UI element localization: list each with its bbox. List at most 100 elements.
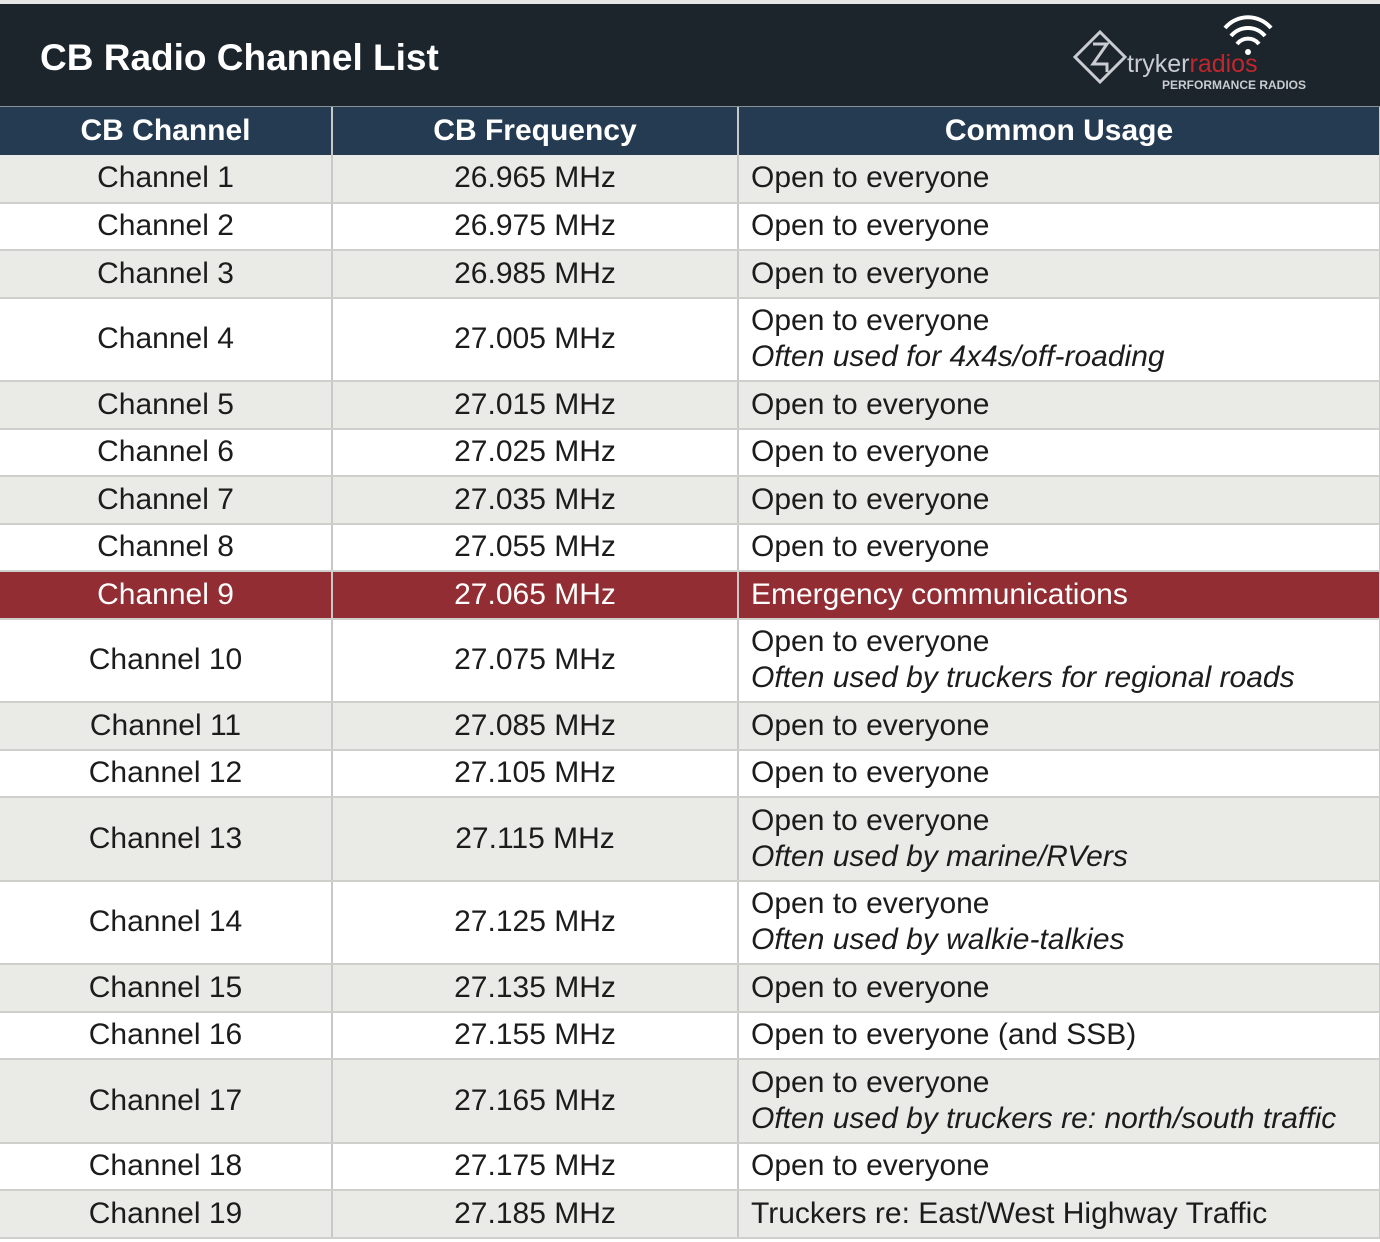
channel-cell: Channel 19 xyxy=(0,1190,333,1239)
usage-note: Often used by walkie-talkies xyxy=(751,923,1125,957)
frequency-cell: 27.005 MHz xyxy=(332,297,739,382)
channel-cell: Channel 3 xyxy=(0,250,333,299)
frequency-cell: 27.025 MHz xyxy=(332,428,739,477)
usage-cell: Open to everyone Often used by walkie-tal… xyxy=(738,880,1380,965)
table-row: Channel 11 27.085 MHz Open to everyone xyxy=(0,702,1380,751)
frequency-cell: 27.035 MHz xyxy=(332,476,739,525)
frequency-cell: 27.125 MHz xyxy=(332,880,739,965)
usage-text: Open to everyone xyxy=(751,1065,990,1099)
frequency-cell: 27.065 MHz xyxy=(332,571,739,620)
channel-cell: Channel 10 xyxy=(0,618,333,703)
channel-cell: Channel 15 xyxy=(0,964,333,1013)
usage-cell: Open to everyone xyxy=(738,476,1380,525)
column-header-usage: Common Usage xyxy=(738,107,1380,155)
usage-text: Open to everyone xyxy=(751,482,990,516)
table-row: Channel 15 27.135 MHz Open to everyone xyxy=(0,964,1380,1013)
table-row: Channel 5 27.015 MHz Open to everyone xyxy=(0,381,1380,430)
table-row: Channel 18 27.175 MHz Open to everyone xyxy=(0,1142,1380,1191)
usage-cell: Open to everyone xyxy=(738,381,1380,430)
table-row: Channel 13 27.115 MHz Open to everyone Of… xyxy=(0,797,1380,882)
usage-cell: Open to everyone xyxy=(738,202,1380,251)
column-header-frequency: CB Frequency xyxy=(332,107,739,155)
usage-cell: Open to everyone xyxy=(738,702,1380,751)
usage-text: Emergency communications xyxy=(751,577,1128,611)
frequency-cell: 27.085 MHz xyxy=(332,702,739,751)
table-row: Channel 16 27.155 MHz Open to everyone (… xyxy=(0,1011,1380,1060)
usage-text: Open to everyone xyxy=(751,161,990,195)
channel-cell: Channel 2 xyxy=(0,202,333,251)
frequency-cell: 26.985 MHz xyxy=(332,250,739,299)
usage-text: Open to everyone xyxy=(751,970,990,1004)
usage-cell: Open to everyone xyxy=(738,1142,1380,1191)
usage-text: Open to everyone (and SSB) xyxy=(751,1018,1137,1052)
table-row: Channel 14 27.125 MHz Open to everyone Of… xyxy=(0,880,1380,965)
table-row: Channel 9 27.065 MHz Emergency communica… xyxy=(0,571,1380,620)
usage-cell: Open to everyone Often used by marine/RVe… xyxy=(738,797,1380,882)
usage-cell: Emergency communications xyxy=(738,571,1380,620)
usage-cell: Open to everyone Often used for 4x4s/off-… xyxy=(738,297,1380,382)
usage-note: Often used by marine/RVers xyxy=(751,839,1128,873)
usage-note: Often used by truckers re: north/south t… xyxy=(751,1101,1337,1135)
usage-cell: Open to everyone Often used by truckers f… xyxy=(738,618,1380,703)
usage-text: Open to everyone xyxy=(751,803,990,837)
frequency-cell: 27.075 MHz xyxy=(332,618,739,703)
usage-cell: Open to everyone xyxy=(738,523,1380,572)
usage-text: Open to everyone xyxy=(751,209,990,243)
svg-text:PERFORMANCE RADIOS: PERFORMANCE RADIOS xyxy=(1162,78,1306,92)
channel-cell: Channel 6 xyxy=(0,428,333,477)
channel-cell: Channel 5 xyxy=(0,381,333,430)
title-bar: CB Radio Channel List trykerradios PERFO… xyxy=(0,0,1380,107)
usage-cell: Open to everyone xyxy=(738,428,1380,477)
frequency-cell: 27.185 MHz xyxy=(332,1190,739,1239)
usage-text: Truckers re: East/West Highway Traffic xyxy=(751,1196,1268,1230)
frequency-cell: 27.155 MHz xyxy=(332,1011,739,1060)
usage-text: Open to everyone xyxy=(751,887,990,921)
frequency-cell: 27.135 MHz xyxy=(332,964,739,1013)
table-row: Channel 19 27.185 MHz Truckers re: East/… xyxy=(0,1190,1380,1239)
table-row: Channel 7 27.035 MHz Open to everyone xyxy=(0,476,1380,525)
frequency-cell: 27.055 MHz xyxy=(332,523,739,572)
usage-text: Open to everyone xyxy=(751,256,990,290)
frequency-cell: 27.165 MHz xyxy=(332,1059,739,1144)
frequency-cell: 27.105 MHz xyxy=(332,749,739,798)
frequency-cell: 26.975 MHz xyxy=(332,202,739,251)
table-row: Channel 1 26.965 MHz Open to everyone xyxy=(0,155,1380,204)
table-row: Channel 4 27.005 MHz Open to everyone Oft… xyxy=(0,297,1380,382)
usage-text: Open to everyone xyxy=(751,708,990,742)
channel-cell: Channel 17 xyxy=(0,1059,333,1144)
usage-text: Open to everyone xyxy=(751,304,990,338)
table-row: Channel 2 26.975 MHz Open to everyone xyxy=(0,202,1380,251)
page-title: CB Radio Channel List xyxy=(40,37,439,78)
frequency-cell: 27.115 MHz xyxy=(332,797,739,882)
usage-cell: Open to everyone Often used by truckers r… xyxy=(738,1059,1380,1144)
channel-cell: Channel 7 xyxy=(0,476,333,525)
table-row: Channel 10 27.075 MHz Open to everyone Of… xyxy=(0,618,1380,703)
usage-text: Open to everyone xyxy=(751,530,990,564)
channel-cell: Channel 14 xyxy=(0,880,333,965)
table-row: Channel 8 27.055 MHz Open to everyone xyxy=(0,523,1380,572)
usage-cell: Truckers re: East/West Highway Traffic xyxy=(738,1190,1380,1239)
usage-cell: Open to everyone xyxy=(738,155,1380,204)
usage-note: Often used by truckers for regional road… xyxy=(751,661,1295,695)
channel-cell: Channel 12 xyxy=(0,749,333,798)
frequency-cell: 27.175 MHz xyxy=(332,1142,739,1191)
channel-table: CB Channel CB Frequency Common Usage Cha… xyxy=(0,107,1380,1239)
table-row: Channel 12 27.105 MHz Open to everyone xyxy=(0,749,1380,798)
usage-cell: Open to everyone xyxy=(738,749,1380,798)
channel-cell: Channel 13 xyxy=(0,797,333,882)
usage-note: Often used for 4x4s/off-roading xyxy=(751,340,1165,374)
channel-cell: Channel 4 xyxy=(0,297,333,382)
usage-text: Open to everyone xyxy=(751,1149,990,1183)
channel-cell: Channel 18 xyxy=(0,1142,333,1191)
channel-cell: Channel 8 xyxy=(0,523,333,572)
channel-cell: Channel 9 xyxy=(0,571,333,620)
column-header-channel: CB Channel xyxy=(0,107,333,155)
frequency-cell: 27.015 MHz xyxy=(332,381,739,430)
table-row: Channel 6 27.025 MHz Open to everyone xyxy=(0,428,1380,477)
usage-cell: Open to everyone xyxy=(738,964,1380,1013)
svg-text:trykerradios: trykerradios xyxy=(1127,50,1258,78)
channel-cell: Channel 1 xyxy=(0,155,333,204)
table-row: Channel 3 26.985 MHz Open to everyone xyxy=(0,250,1380,299)
frequency-cell: 26.965 MHz xyxy=(332,155,739,204)
channel-cell: Channel 11 xyxy=(0,702,333,751)
